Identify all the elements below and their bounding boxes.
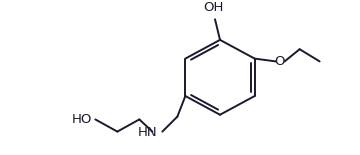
Text: HO: HO	[72, 113, 93, 126]
Text: HN: HN	[138, 126, 157, 139]
Text: O: O	[274, 55, 285, 68]
Text: OH: OH	[203, 1, 223, 14]
